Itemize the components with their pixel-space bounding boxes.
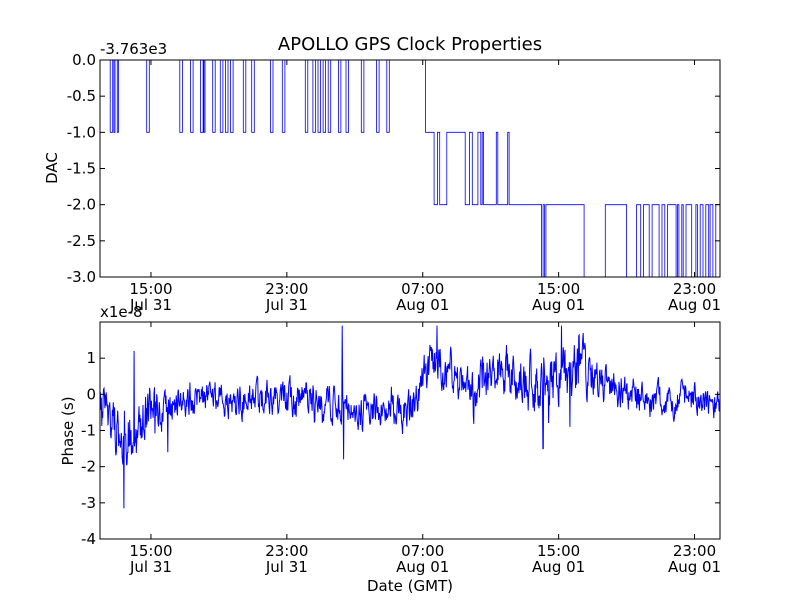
x-tick-label-time: 15:00 bbox=[129, 542, 172, 560]
x-tick-label-time: 23:00 bbox=[673, 280, 716, 298]
dac-offset-label: -3.763e3 bbox=[100, 40, 167, 58]
y-tick-label: 0 bbox=[86, 385, 96, 403]
series-line-phase bbox=[100, 325, 720, 509]
x-tick-label-time: 23:00 bbox=[265, 280, 308, 298]
phase-panel: x1e-8 Phase (s) Date (GMT) 1 0 -1 -2 -3 -4 15:… bbox=[59, 303, 721, 595]
x-tick-label-date: Jul 31 bbox=[129, 296, 172, 314]
x-tick-label-date: Aug 01 bbox=[668, 558, 721, 576]
y-tick-label: -3 bbox=[81, 494, 96, 512]
y-tick-label: -2.5 bbox=[67, 232, 96, 250]
x-tick-label-time: 15:00 bbox=[129, 280, 172, 298]
y-tick-label: -0.5 bbox=[67, 87, 96, 105]
x-tick-label-time: 15:00 bbox=[537, 542, 580, 560]
x-tick-label-time: 23:00 bbox=[265, 542, 308, 560]
x-tick-label-date: Aug 01 bbox=[668, 296, 721, 314]
x-axis-label: Date (GMT) bbox=[367, 577, 453, 595]
x-tick-label-date: Jul 31 bbox=[265, 296, 308, 314]
chart-title: APOLLO GPS Clock Properties bbox=[278, 34, 542, 55]
x-tick-label-date: Jul 31 bbox=[129, 558, 172, 576]
x-tick-label-date: Aug 01 bbox=[396, 558, 449, 576]
x-tick-label-date: Aug 01 bbox=[532, 558, 585, 576]
y-tick-label: -4 bbox=[81, 530, 96, 548]
dac-panel: -3.763e3 DAC 0.0 -0.5 -1.0 -1.5 -2.0 -2.5 -3.0… bbox=[43, 40, 721, 314]
x-tick-label-time: 23:00 bbox=[673, 542, 716, 560]
y-tick-label: -3.0 bbox=[67, 268, 96, 286]
x-tick-label-time: 07:00 bbox=[401, 542, 444, 560]
series-line-dac bbox=[100, 60, 720, 277]
x-tick-label-time: 15:00 bbox=[537, 280, 580, 298]
phase-y-axis-label: Phase (s) bbox=[59, 396, 77, 465]
dac-y-axis-label: DAC bbox=[43, 152, 61, 184]
y-tick-label: 0.0 bbox=[72, 51, 96, 69]
y-tick-label: -1.5 bbox=[67, 160, 96, 178]
y-tick-label: -1 bbox=[81, 422, 96, 440]
x-tick-label-date: Aug 01 bbox=[532, 296, 585, 314]
y-tick-label: 1 bbox=[86, 349, 96, 367]
x-tick-label-time: 07:00 bbox=[401, 280, 444, 298]
x-tick-label-date: Aug 01 bbox=[396, 296, 449, 314]
y-tick-label: -2 bbox=[81, 458, 96, 476]
y-tick-label: -1.0 bbox=[67, 123, 96, 141]
x-tick-label-date: Jul 31 bbox=[265, 558, 308, 576]
y-tick-label: -2.0 bbox=[67, 196, 96, 214]
phase-offset-label: x1e-8 bbox=[100, 303, 143, 321]
